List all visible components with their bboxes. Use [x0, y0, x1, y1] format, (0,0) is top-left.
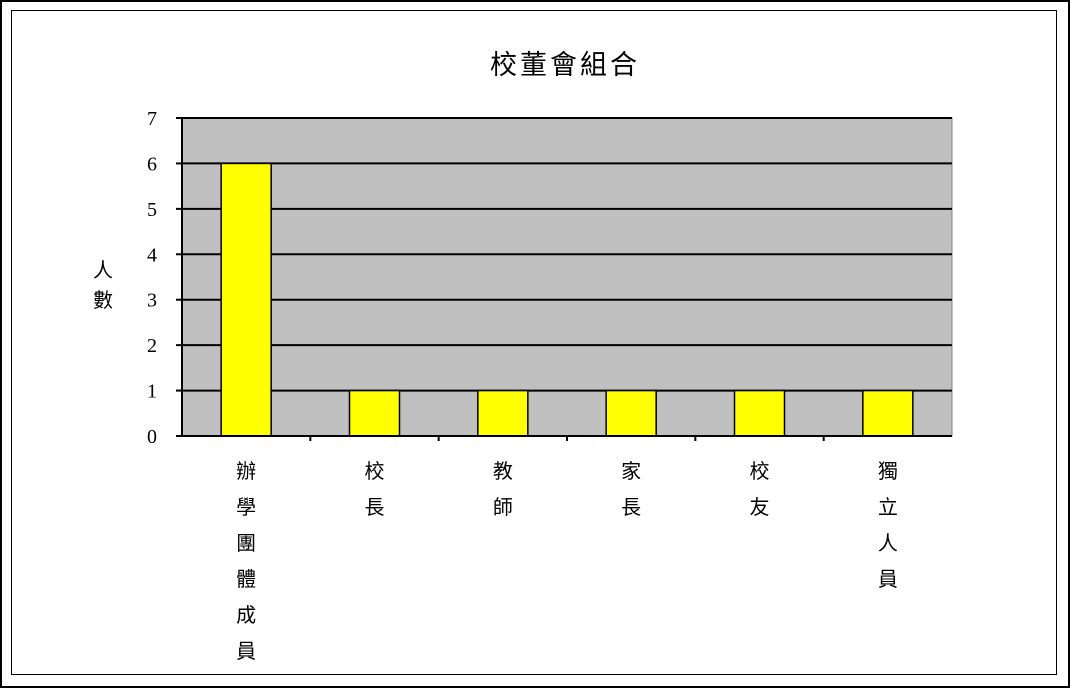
- y-tick-label: 2: [147, 335, 157, 357]
- bar: [605, 389, 657, 437]
- y-tick-label: 7: [147, 108, 157, 130]
- y-tick-label: 0: [147, 426, 157, 448]
- y-tick-label: 5: [147, 199, 157, 221]
- bar: [220, 162, 272, 437]
- chart-title: 校董會組合: [490, 50, 640, 81]
- bar: [348, 389, 401, 437]
- y-axis-label-text: 人數: [93, 258, 113, 312]
- y-tick-label: 4: [147, 244, 157, 266]
- bar: [862, 389, 914, 437]
- plot-background: [181, 117, 953, 437]
- y-tick-label: 3: [147, 290, 157, 312]
- y-tick-label: 1: [147, 381, 157, 403]
- x-tick-label: 校友: [750, 459, 770, 519]
- plot-area: 0 1 2 3 4 5 6 7 辦學團體成員 校長 教師 家長 校友 獨立人員: [147, 108, 953, 663]
- bar: [733, 389, 786, 437]
- y-tick-label: 6: [147, 153, 157, 175]
- x-tick-label: 教師: [493, 459, 513, 519]
- y-axis-label: 人數: [93, 258, 113, 312]
- x-tick-label: 家長: [621, 459, 641, 519]
- x-tick-label: 辦學團體成員: [236, 459, 256, 663]
- x-tick-label: 獨立人員: [878, 459, 898, 591]
- bar: [477, 389, 529, 437]
- x-tick-label: 校長: [365, 459, 385, 519]
